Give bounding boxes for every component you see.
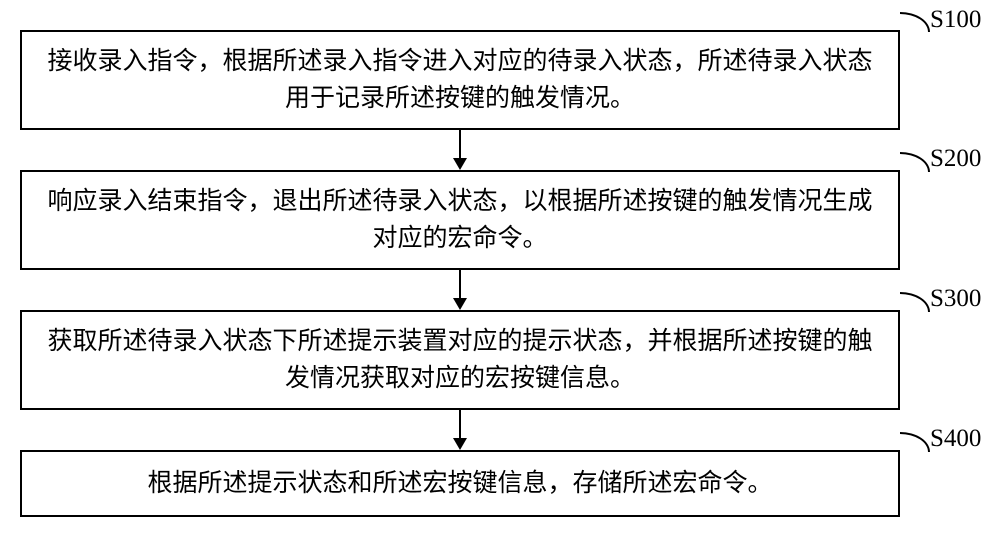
arrow-head-icon — [453, 298, 467, 310]
callout-line — [900, 292, 930, 312]
arrow-line — [459, 410, 461, 438]
arrow-head-icon — [453, 438, 467, 450]
arrow-line — [459, 270, 461, 298]
step-label-s200: S200 — [930, 145, 981, 173]
flow-node-s400: 根据所述提示状态和所述宏按键信息，存储所述宏命令。 — [20, 450, 900, 517]
step-label-s300: S300 — [930, 285, 981, 313]
callout-line — [900, 432, 930, 452]
flowchart-canvas: 接收录入指令，根据所述录入指令进入对应的待录入状态，所述待录入状态用于记录所述按… — [0, 0, 1000, 547]
flow-node-text: 响应录入结束指令，退出所述待录入状态，以根据所述按键的触发情况生成对应的宏命令。 — [36, 183, 884, 258]
step-label-s100: S100 — [930, 6, 981, 34]
flow-node-text: 接收录入指令，根据所述录入指令进入对应的待录入状态，所述待录入状态用于记录所述按… — [36, 43, 884, 118]
arrow-line — [459, 130, 461, 158]
flow-node-text: 根据所述提示状态和所述宏按键信息，存储所述宏命令。 — [147, 465, 772, 503]
flow-node-text: 获取所述待录入状态下所述提示装置对应的提示状态，并根据所述按键的触发情况获取对应… — [36, 323, 884, 398]
arrow-head-icon — [453, 158, 467, 170]
flow-node-s300: 获取所述待录入状态下所述提示装置对应的提示状态，并根据所述按键的触发情况获取对应… — [20, 310, 900, 410]
callout-line — [900, 12, 930, 32]
flow-node-s200: 响应录入结束指令，退出所述待录入状态，以根据所述按键的触发情况生成对应的宏命令。 — [20, 170, 900, 270]
flow-node-s100: 接收录入指令，根据所述录入指令进入对应的待录入状态，所述待录入状态用于记录所述按… — [20, 30, 900, 130]
callout-line — [900, 152, 930, 172]
step-label-s400: S400 — [930, 425, 981, 453]
